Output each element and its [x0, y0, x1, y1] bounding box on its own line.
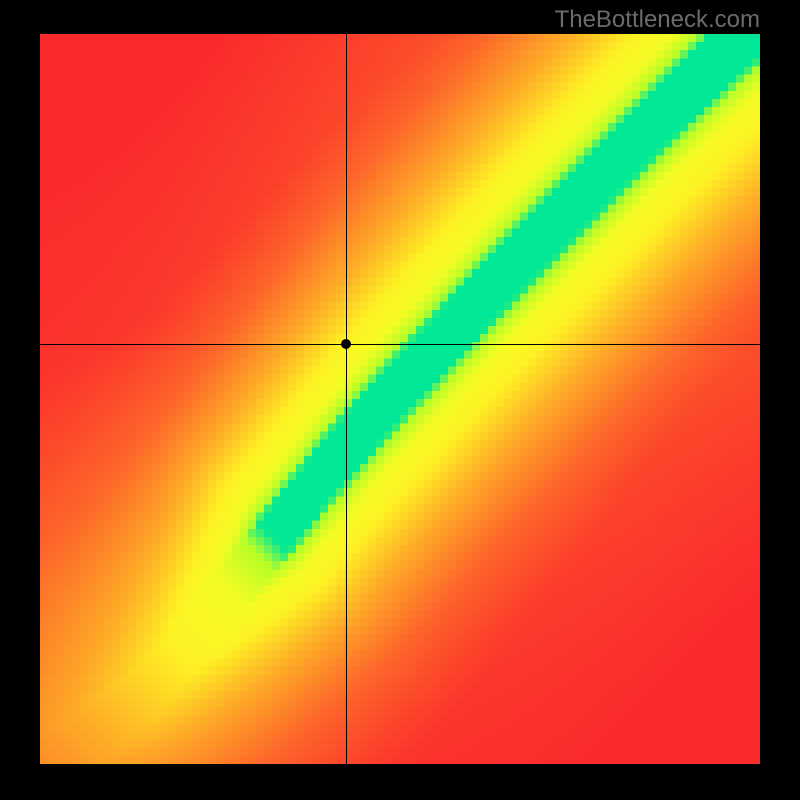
crosshair-vertical-line	[346, 34, 347, 764]
bottleneck-heatmap-figure: TheBottleneck.com	[0, 0, 800, 800]
heatmap-canvas	[40, 34, 760, 764]
crosshair-horizontal-line	[40, 344, 760, 345]
watermark-text: TheBottleneck.com	[555, 6, 760, 34]
crosshair-point-marker	[341, 339, 351, 349]
